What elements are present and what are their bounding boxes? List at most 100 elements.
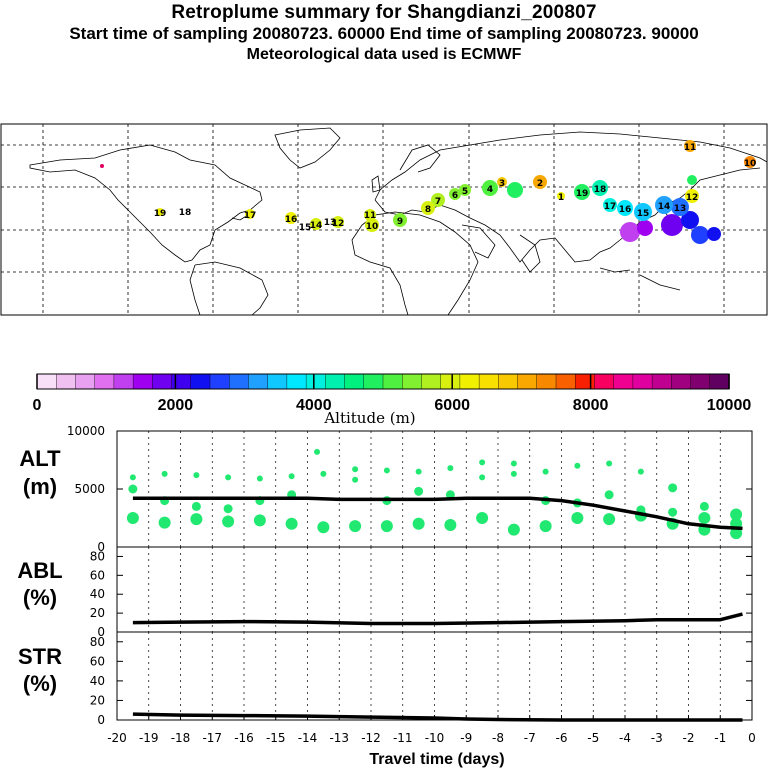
x-tick-label: -12 bbox=[361, 731, 381, 745]
altitude-point bbox=[668, 507, 678, 517]
x-tick-label: -5 bbox=[587, 731, 599, 745]
colorbar-title: Altitude (m) bbox=[323, 409, 415, 427]
altitude-point bbox=[253, 514, 266, 527]
x-tick-label: -14 bbox=[298, 731, 318, 745]
colorbar-cell bbox=[575, 373, 596, 390]
plume-marker bbox=[507, 182, 523, 198]
colorbar-cell bbox=[651, 373, 673, 390]
x-tick-label: -6 bbox=[556, 731, 568, 745]
plume-marker bbox=[617, 200, 633, 216]
plume-number-label: 10 bbox=[744, 159, 757, 169]
plume-number-label: 16 bbox=[285, 215, 298, 225]
altitude-point bbox=[606, 460, 613, 467]
panel-label: STR bbox=[18, 644, 62, 669]
x-tick-label: -8 bbox=[492, 731, 504, 745]
plume-marker bbox=[557, 192, 565, 200]
colorbar-cell bbox=[498, 373, 519, 390]
x-tick-label: -10 bbox=[425, 731, 445, 745]
altitude-point bbox=[415, 468, 422, 475]
colorbar-cell bbox=[594, 373, 615, 390]
colorbar-tick-label: 10000 bbox=[707, 397, 752, 414]
colorbar-tick-label: 4000 bbox=[296, 397, 332, 414]
colorbar-cell bbox=[209, 373, 230, 390]
altitude-point bbox=[383, 467, 390, 474]
altitude-point bbox=[698, 512, 711, 524]
plume-marker bbox=[634, 203, 652, 221]
colorbar-cell bbox=[229, 373, 250, 390]
plume-marker bbox=[684, 140, 696, 152]
altitude-point bbox=[444, 518, 457, 531]
y-tick-label: 60 bbox=[90, 568, 105, 582]
series-line-alt bbox=[132, 496, 743, 531]
y-tick-label: 40 bbox=[90, 674, 105, 688]
plume-marker bbox=[285, 212, 297, 224]
colorbar-cell bbox=[440, 373, 461, 390]
plume-marker bbox=[449, 188, 461, 200]
colorbar-cell bbox=[421, 373, 442, 390]
plume-marker bbox=[459, 184, 471, 196]
colorbar-cell bbox=[132, 373, 154, 390]
y-tick-label: 5000 bbox=[74, 482, 105, 496]
plume-number-label: 18 bbox=[594, 185, 607, 195]
colorbar-cell bbox=[286, 373, 307, 390]
altitude-point bbox=[380, 520, 393, 533]
plume-number-label: 15 bbox=[299, 223, 312, 233]
plume-marker bbox=[671, 198, 689, 216]
sampling-times: Start time of sampling 20080723. 60000 E… bbox=[69, 24, 699, 43]
plume-marker bbox=[393, 213, 407, 227]
x-tick-label: -15 bbox=[266, 731, 286, 745]
altitude-colorbar: 0 2000 4000 6000 8000 10000 Altitude (m) bbox=[33, 373, 752, 427]
plume-number-label: 10 bbox=[366, 222, 379, 232]
plume-number-label: 1 bbox=[558, 193, 564, 203]
x-tick-label: -3 bbox=[651, 731, 663, 745]
altitude-point bbox=[447, 465, 454, 472]
altitude-point bbox=[225, 474, 232, 481]
colorbar-tick-label: 0 bbox=[33, 397, 42, 414]
y-tick-label: 60 bbox=[90, 654, 105, 668]
chart-title: Retroplume summary for Shangdianzi_20080… bbox=[171, 2, 597, 23]
altitude-point bbox=[288, 473, 295, 480]
altitude-point bbox=[285, 517, 298, 530]
y-tick-label: 80 bbox=[90, 635, 105, 649]
colorbar-cell bbox=[75, 373, 96, 390]
plume-number-label: 12 bbox=[686, 193, 699, 203]
altitude-point bbox=[730, 527, 743, 540]
x-tick-label: -4 bbox=[619, 731, 631, 745]
plume-marker bbox=[685, 189, 699, 203]
plume-number-label: 13 bbox=[674, 204, 687, 214]
altitude-point bbox=[479, 459, 486, 466]
plume-marker bbox=[707, 227, 721, 241]
panel-frame bbox=[116, 430, 753, 548]
colorbar-cell bbox=[382, 373, 403, 390]
map-frame bbox=[0, 123, 768, 316]
plume-marker bbox=[744, 156, 756, 168]
altitude-point bbox=[314, 448, 321, 455]
altitude-point bbox=[604, 490, 614, 500]
altitude-point bbox=[352, 466, 359, 473]
panel-label: ABL bbox=[17, 558, 62, 583]
y-tick-label: 80 bbox=[90, 549, 105, 563]
colorbar-cell bbox=[305, 373, 327, 390]
colorbar-cell bbox=[632, 373, 653, 390]
colorbar-tick-label: 8000 bbox=[573, 397, 609, 414]
x-tick-label: -19 bbox=[139, 731, 159, 745]
plume-number-label: 11 bbox=[364, 211, 377, 221]
altitude-point bbox=[637, 468, 644, 475]
y-tick-label: 0 bbox=[97, 713, 105, 727]
y-tick-label: 40 bbox=[90, 587, 105, 601]
altitude-point bbox=[190, 513, 203, 526]
plume-number-label: 18 bbox=[179, 208, 192, 218]
altitude-point bbox=[191, 501, 201, 511]
plume-marker bbox=[332, 216, 344, 228]
plume-number-label: 13 bbox=[324, 218, 337, 228]
altitude-point bbox=[507, 523, 520, 536]
x-tick-label: -17 bbox=[202, 731, 222, 745]
colorbar-cell bbox=[690, 373, 711, 390]
altitude-point bbox=[574, 462, 581, 469]
x-tick-label: -7 bbox=[524, 731, 536, 745]
x-tick-label: -13 bbox=[329, 731, 349, 745]
colorbar-cell bbox=[94, 373, 115, 390]
plume-number-label: 12 bbox=[332, 219, 345, 229]
altitude-point bbox=[222, 515, 235, 528]
